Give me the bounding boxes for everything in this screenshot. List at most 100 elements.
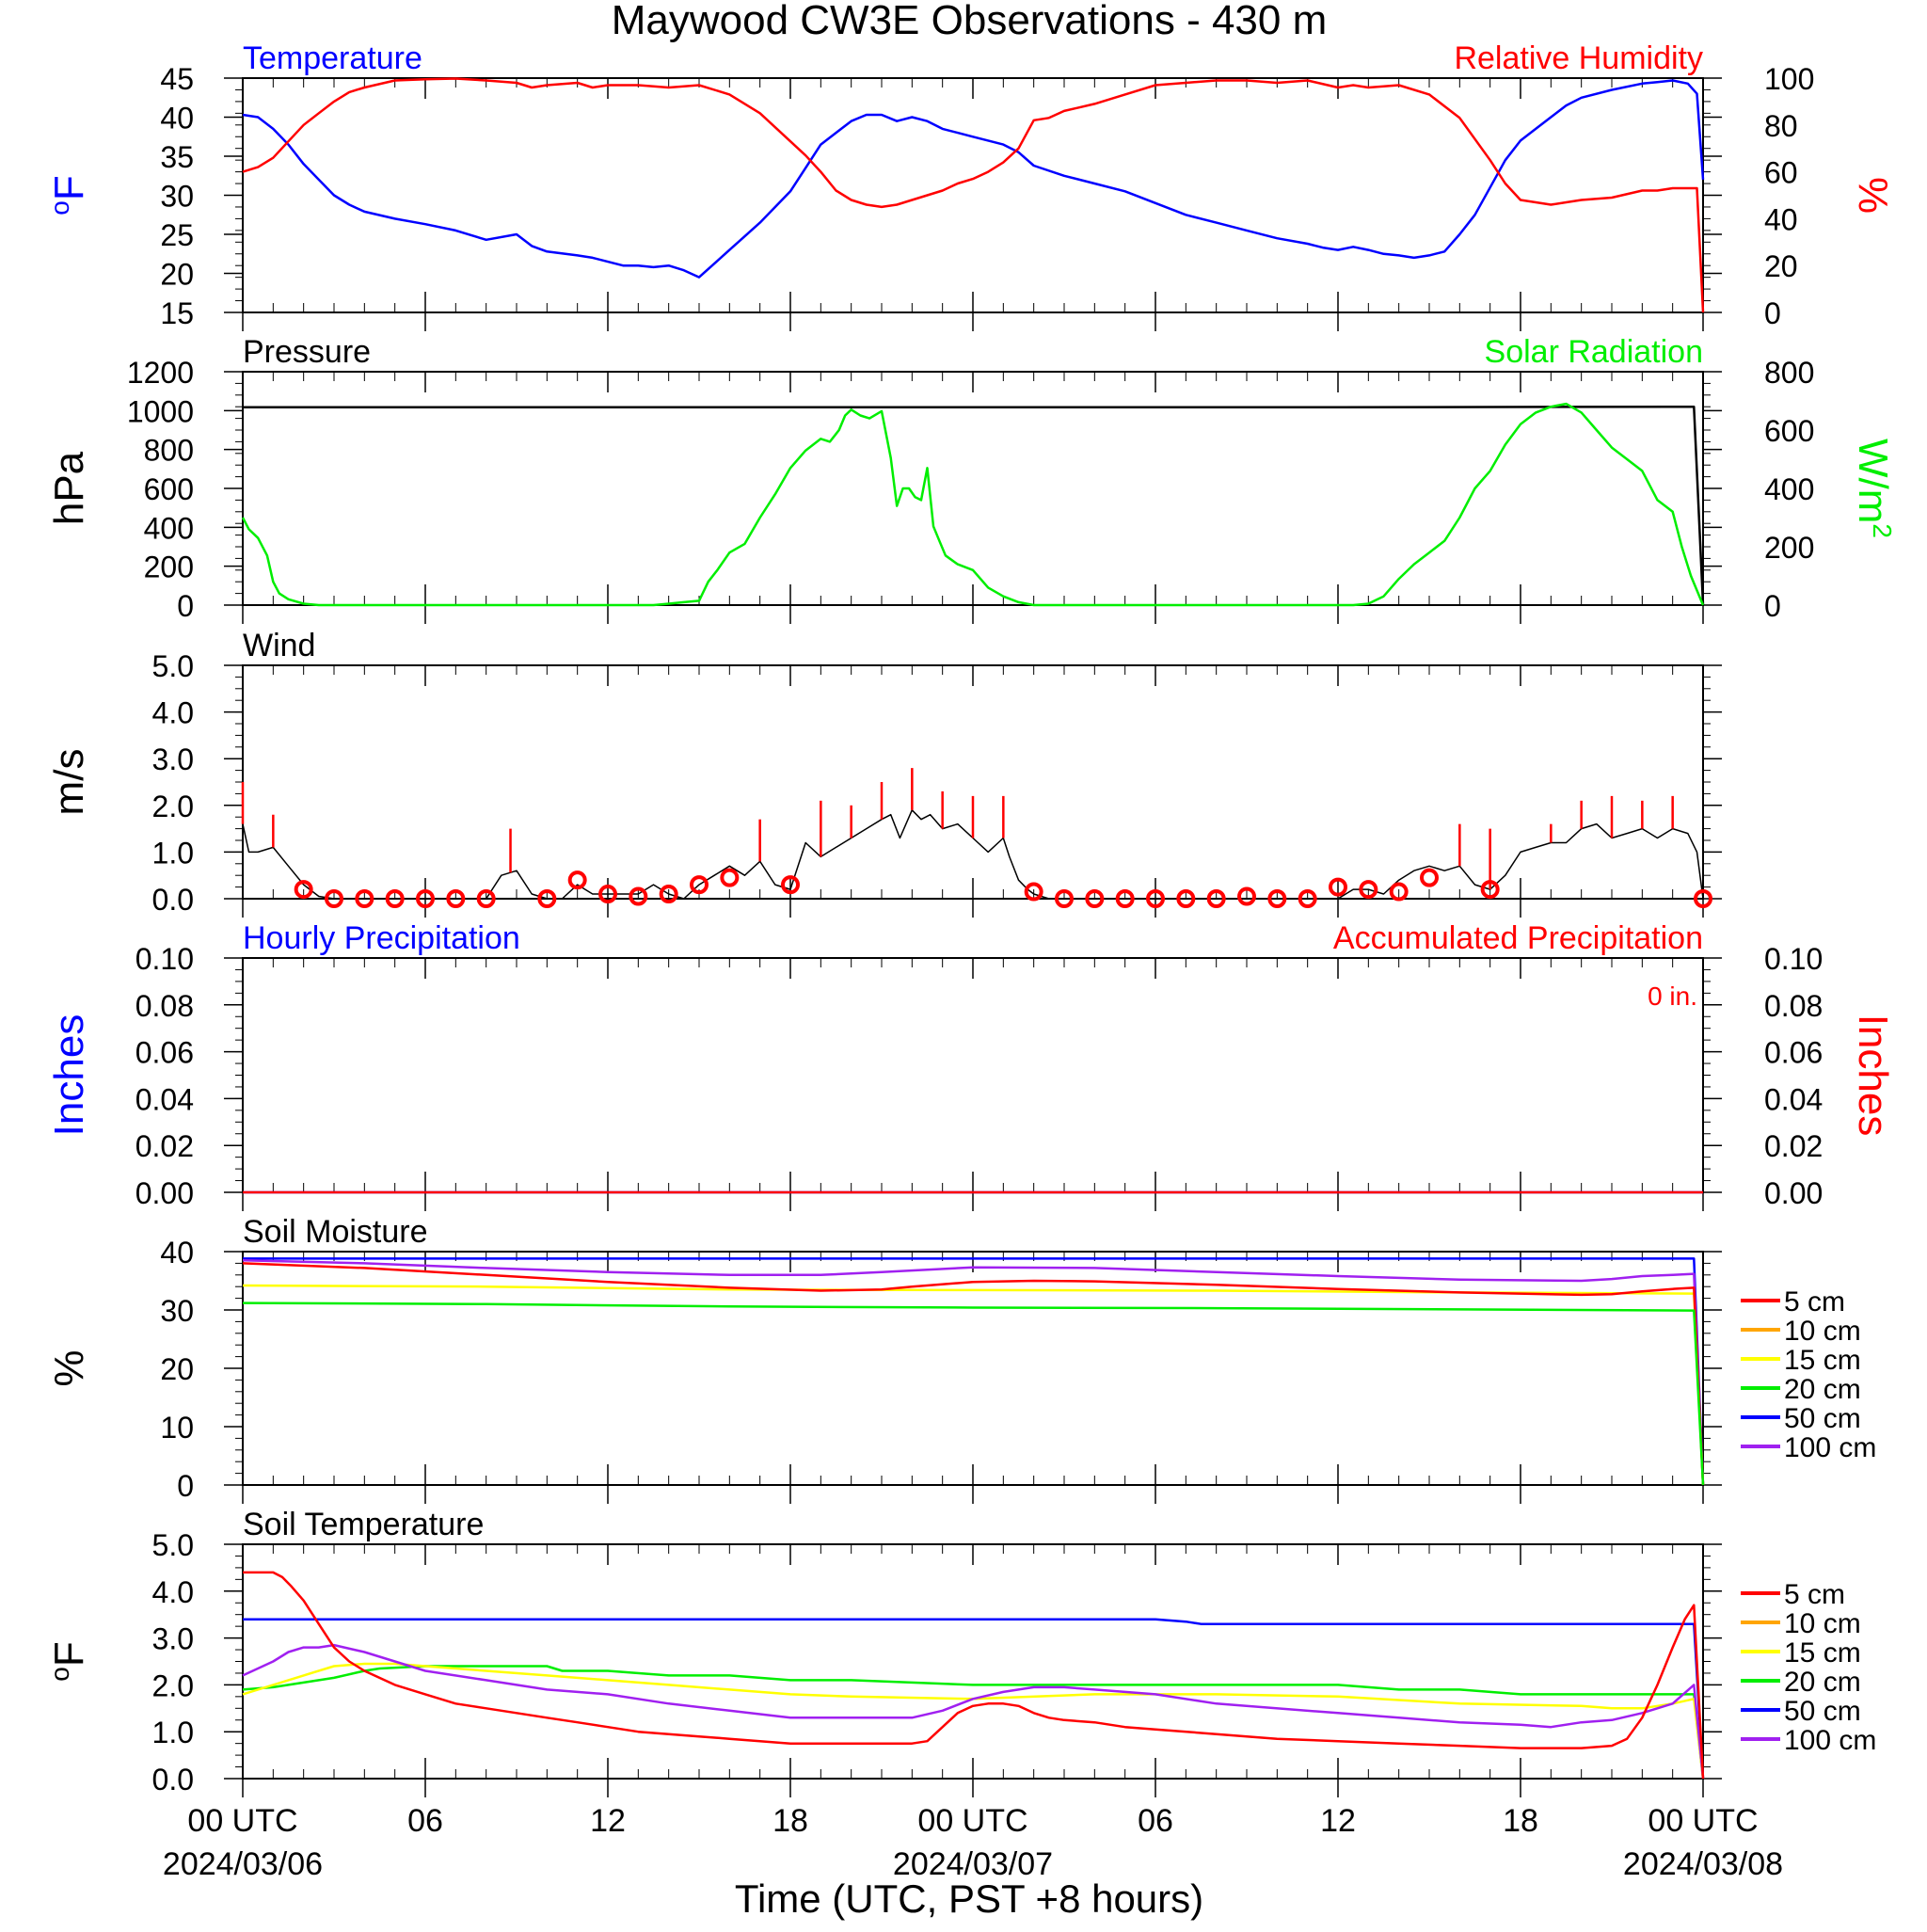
direction-marker (1024, 882, 1043, 902)
y-tick-label-right: 400 (1764, 472, 1814, 506)
y-tick-label: 200 (144, 551, 194, 584)
y-tick-label: 0.04 (135, 1082, 194, 1116)
y-tick-label: 30 (160, 1294, 194, 1328)
y-tick-label: 4.0 (152, 1575, 194, 1609)
y-tick-label-right: 0.04 (1764, 1082, 1823, 1116)
panel-title-left: Temperature (243, 40, 422, 76)
legend-label: 20 cm (1784, 1374, 1861, 1405)
y-tick-label: 400 (144, 511, 194, 545)
series-line-pressure (243, 405, 1705, 606)
direction-marker (1329, 877, 1347, 897)
direction-marker (1206, 889, 1226, 908)
y-tick-label: 5.0 (152, 649, 194, 683)
direction-marker (567, 870, 587, 890)
y-tick-label: 0.0 (152, 883, 194, 917)
y-tick-label: 25 (160, 218, 194, 252)
x-tick-label: 06 (1138, 1803, 1173, 1839)
direction-marker (781, 875, 800, 895)
x-tick-date: 2024/03/06 (163, 1846, 323, 1882)
direction-marker (1176, 889, 1196, 908)
x-tick-label: 12 (590, 1803, 626, 1839)
y-tick-label: 3.0 (152, 1622, 194, 1656)
legend-label: 15 cm (1784, 1637, 1861, 1669)
direction-marker (537, 889, 557, 908)
panel-title-left: Hourly Precipitation (243, 920, 520, 956)
x-tick-label: 12 (1320, 1803, 1356, 1839)
direction-marker (1420, 868, 1439, 887)
y-tick-label-right: 0 (1764, 589, 1781, 623)
x-axis-label: Time (UTC, PST +8 hours) (735, 1876, 1203, 1921)
y-tick-label: 1000 (127, 394, 194, 428)
y-axis-label-right: Inches (1850, 1014, 1896, 1137)
y-tick-label-right: 40 (1764, 202, 1798, 236)
accum-value: 0 in. (1648, 982, 1697, 1011)
series-line-5-cm (243, 1571, 1705, 1780)
series-line-15-cm (242, 1284, 1705, 1486)
panel-title-left: Wind (243, 628, 315, 663)
direction-marker (1115, 889, 1135, 908)
panel-title-right: Accumulated Precipitation (1333, 920, 1703, 956)
y-axis-label: oF (45, 1641, 93, 1681)
direction-marker (598, 885, 617, 904)
y-tick-label-right: 200 (1764, 531, 1814, 565)
legend-label: 5 cm (1784, 1579, 1845, 1610)
y-tick-label: 3.0 (152, 742, 194, 776)
legend-label: 5 cm (1784, 1286, 1845, 1317)
chart-title: Maywood CW3E Observations - 430 m (612, 0, 1328, 43)
panel-precip: 0.00 0.02 0.04 0.06 0.08 0.10 0.00 0.02 0.04 0.06… (46, 920, 1896, 1211)
legend-label: 10 cm (1784, 1316, 1861, 1347)
x-tick-label: 06 (407, 1803, 443, 1839)
series-line-20-cm (242, 1301, 1705, 1486)
direction-marker (1146, 889, 1165, 908)
legend-label: 15 cm (1784, 1345, 1861, 1376)
legend-label: 50 cm (1784, 1403, 1861, 1434)
direction-marker (690, 875, 709, 895)
y-tick-label: 0.02 (135, 1129, 194, 1163)
y-tick-label-right: 0 (1764, 296, 1781, 330)
x-tick-label: 18 (772, 1803, 808, 1839)
x-tick-label: 00 UTC (917, 1803, 1027, 1839)
direction-marker (294, 880, 313, 900)
y-tick-label: 15 (160, 296, 194, 330)
y-tick-label: 40 (160, 1236, 194, 1269)
series-line-100-cm (242, 1259, 1705, 1486)
y-tick-label: 4.0 (152, 696, 194, 730)
y-tick-label-right: 0.10 (1764, 942, 1823, 976)
y-tick-label-right: 20 (1764, 249, 1798, 283)
y-tick-label: 800 (144, 434, 194, 468)
direction-marker (325, 889, 343, 908)
direction-marker (1480, 880, 1500, 900)
direction-marker (1694, 889, 1712, 908)
y-tick-label: 0 (177, 1469, 194, 1503)
direction-marker (1298, 889, 1317, 908)
legend-label: 50 cm (1784, 1696, 1861, 1727)
x-tick-date: 2024/03/08 (1623, 1846, 1783, 1882)
y-tick-label-right: 0.08 (1764, 989, 1823, 1023)
series-line-speed (242, 809, 1704, 900)
y-tick-label: 0.0 (152, 1763, 194, 1796)
panel-wind: 0.0 1.0 2.0 3.0 4.0 5.0 Wind m/s (46, 628, 1722, 918)
direction-marker (659, 885, 678, 904)
direction-marker (446, 889, 466, 908)
series-line-50-cm (243, 1618, 1705, 1780)
series-line-solar-radiation (241, 402, 1705, 607)
direction-marker (476, 889, 496, 908)
y-tick-label: 600 (144, 472, 194, 506)
y-tick-label-right: 60 (1764, 156, 1798, 190)
y-tick-label: 1200 (127, 356, 194, 390)
direction-marker (629, 886, 648, 906)
y-tick-label: 2.0 (152, 1669, 194, 1702)
y-tick-label-right: 80 (1764, 109, 1798, 143)
series-line-100-cm (242, 1643, 1705, 1780)
y-axis-label: oF (45, 175, 93, 215)
y-tick-label-right: 800 (1764, 356, 1814, 390)
y-tick-label: 0.08 (135, 989, 194, 1023)
panel-title-right: Solar Radiation (1485, 334, 1703, 370)
y-tick-label-right: 0.00 (1764, 1176, 1823, 1210)
y-tick-label-right: 0.06 (1764, 1036, 1823, 1070)
y-tick-label: 30 (160, 180, 194, 214)
panel-temp_rh: 15 20 25 30 35 40 45 0 20 40 60 80 100 Temperature Rel… (45, 40, 1896, 331)
